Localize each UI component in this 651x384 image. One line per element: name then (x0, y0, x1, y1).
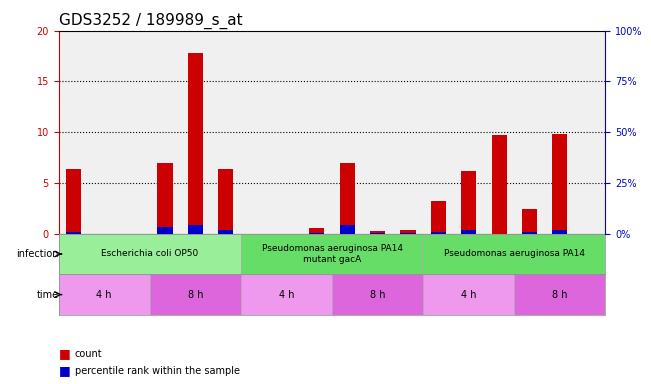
Bar (461, 230, 477, 234)
Bar (218, 169, 233, 234)
Bar (187, 53, 203, 234)
Text: Pseudomonas aeruginosa PA14: Pseudomonas aeruginosa PA14 (444, 250, 585, 258)
Bar (309, 233, 324, 234)
Bar (400, 230, 415, 234)
Text: 4 h: 4 h (96, 290, 112, 300)
FancyBboxPatch shape (423, 234, 605, 274)
Bar (158, 227, 173, 234)
Text: 4 h: 4 h (279, 290, 294, 300)
Text: GDS3252 / 189989_s_at: GDS3252 / 189989_s_at (59, 13, 242, 29)
Bar (431, 232, 446, 234)
Bar (370, 233, 385, 234)
Bar (522, 232, 537, 234)
Bar (66, 169, 81, 234)
Bar (492, 135, 506, 234)
Bar (218, 230, 233, 234)
FancyBboxPatch shape (423, 274, 514, 315)
Bar (552, 230, 568, 234)
Bar (461, 171, 477, 234)
FancyBboxPatch shape (241, 274, 332, 315)
Text: Pseudomonas aeruginosa PA14
mutant gacA: Pseudomonas aeruginosa PA14 mutant gacA (262, 244, 402, 264)
Bar (552, 134, 568, 234)
Text: 4 h: 4 h (461, 290, 477, 300)
Bar (340, 225, 355, 234)
Bar (158, 163, 173, 234)
Bar (66, 232, 81, 234)
Text: infection: infection (16, 249, 59, 259)
FancyBboxPatch shape (241, 234, 423, 274)
Text: 8 h: 8 h (187, 290, 203, 300)
FancyBboxPatch shape (332, 274, 423, 315)
Text: ■: ■ (59, 364, 70, 377)
Text: Escherichia coli OP50: Escherichia coli OP50 (101, 250, 199, 258)
FancyBboxPatch shape (514, 274, 605, 315)
Bar (370, 231, 385, 234)
Text: percentile rank within the sample: percentile rank within the sample (75, 366, 240, 376)
Bar (187, 225, 203, 234)
Text: count: count (75, 349, 102, 359)
Bar (309, 228, 324, 234)
Text: 8 h: 8 h (370, 290, 385, 300)
Text: ■: ■ (59, 347, 70, 360)
Bar (431, 201, 446, 234)
FancyBboxPatch shape (59, 234, 241, 274)
Text: time: time (36, 290, 59, 300)
Bar (340, 163, 355, 234)
Bar (522, 209, 537, 234)
Text: 8 h: 8 h (552, 290, 568, 300)
Bar (400, 233, 415, 234)
FancyBboxPatch shape (59, 274, 150, 315)
FancyBboxPatch shape (150, 274, 241, 315)
